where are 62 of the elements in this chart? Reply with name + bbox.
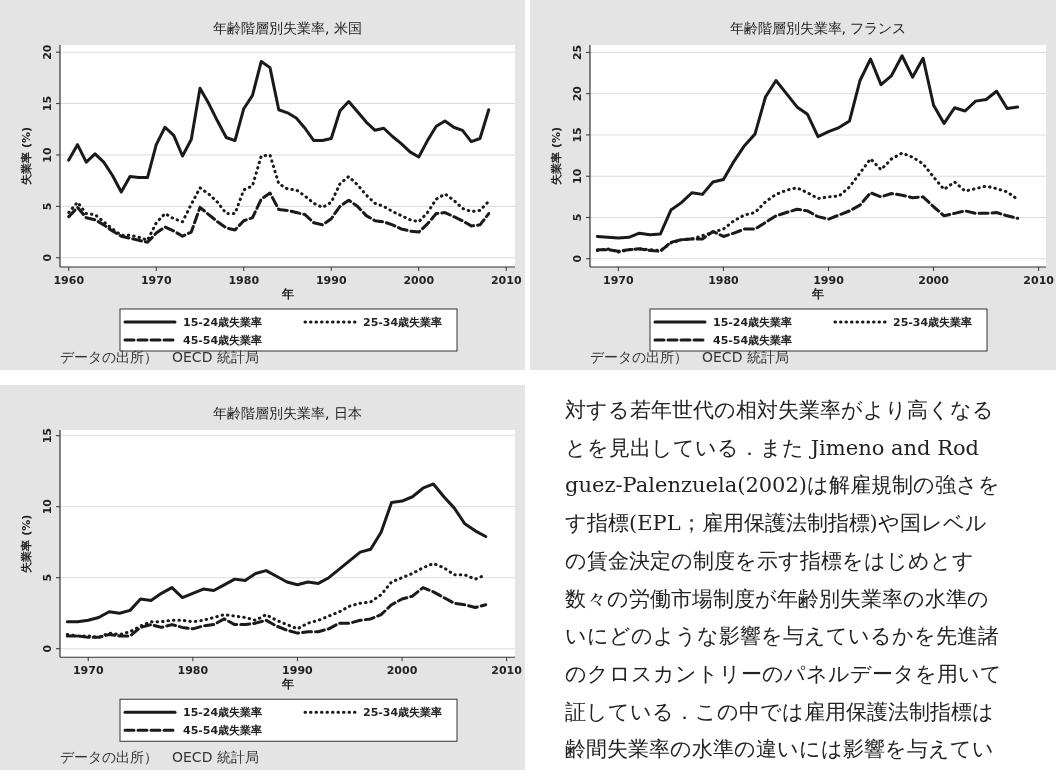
text: データの出所） OECD 統計局 [60, 349, 259, 365]
legend-label: 45-54歳失業率 [183, 334, 263, 347]
y-tick-label: 5 [571, 213, 584, 222]
legend-label: 45-54歳失業率 [183, 724, 263, 738]
text: 齢間失業率の水準の違いには影響を与えてい [565, 737, 994, 762]
x-tick-label: 1980 [177, 664, 209, 678]
x-tick-label: 1990 [315, 274, 347, 287]
x-tick-label: 1980 [228, 274, 260, 287]
x-tick-label: 1970 [140, 274, 172, 287]
y-tick-label: 15 [41, 95, 54, 112]
x-tick-label: 1970 [603, 274, 635, 287]
x-tick-label: 2000 [918, 274, 950, 287]
legend-label: 25-34歳失業率 [363, 706, 443, 720]
y-tick-label: 10 [41, 146, 54, 163]
text: とを見出している．また Jimeno and Rod [565, 435, 980, 460]
legend-label: 25-34歳失業率 [363, 316, 443, 329]
y-tick-label: 20 [571, 85, 584, 102]
legend-label: 25-34歳失業率 [893, 316, 973, 329]
text: の賃金決定の制度を示す指標をはじめとす [565, 548, 974, 573]
x-axis-title: 年 [280, 287, 294, 301]
y-tick-label: 0 [41, 253, 54, 262]
chart-title: 年齢階層別失業率, フランス [729, 20, 907, 36]
x-tick-label: 1970 [72, 664, 104, 678]
y-axis-title: 失業率 (%) [550, 127, 563, 185]
y-tick-label: 0 [571, 254, 584, 263]
x-tick-label: 2010 [491, 664, 523, 678]
text: いにどのような影響を与えているかを先進諸 [565, 624, 999, 649]
y-tick-label: 20 [41, 44, 54, 60]
y-tick-label: 15 [41, 428, 54, 444]
x-axis-title: 年 [280, 677, 294, 692]
x-tick-label: 2000 [386, 664, 418, 678]
x-tick-label: 1960 [53, 274, 85, 287]
y-tick-label: 5 [41, 573, 54, 582]
legend-label: 45-54歳失業率 [713, 334, 793, 347]
text: guez-Palenzuela(2002)は解雇規制の強さを [565, 473, 1001, 498]
text: のクロスカントリーのパネルデータを用いて [565, 661, 1002, 686]
y-tick-label: 15 [571, 127, 584, 143]
y-axis-title: 失業率 (%) [20, 127, 33, 185]
x-tick-label: 1990 [813, 274, 845, 287]
text: す指標(EPL；雇用保護法制指標)や国レベル [565, 511, 987, 536]
text: データの出所） OECD 統計局 [590, 349, 789, 365]
y-tick-label: 0 [41, 644, 54, 653]
chart-title: 年齢階層別失業率, 日本 [213, 405, 362, 421]
x-tick-label: 2010 [1023, 274, 1055, 287]
y-tick-label: 10 [41, 498, 54, 515]
text: データの出所） OECD 統計局 [60, 749, 259, 765]
text: 証している．この中では雇用保護法制指標は [565, 699, 994, 724]
x-tick-label: 1980 [708, 274, 740, 287]
y-tick-label: 5 [41, 202, 54, 211]
text: 対する若年世代の相対失業率がより高くなる [565, 398, 994, 422]
text: 数々の労働市場制度が年齢別失業率の水準の [565, 586, 989, 611]
x-axis-title: 年 [811, 287, 824, 301]
legend-label: 15-24歳失業率 [183, 316, 263, 329]
y-tick-label: 10 [571, 168, 584, 184]
x-tick-label: 2000 [403, 274, 435, 287]
legend-label: 15-24歳失業率 [713, 316, 793, 329]
y-tick-label: 25 [571, 44, 584, 61]
chart-title: 年齢階層別失業率, 米国 [213, 20, 362, 36]
x-tick-label: 1990 [282, 664, 314, 678]
x-tick-label: 2010 [490, 274, 522, 287]
legend-label: 15-24歳失業率 [183, 706, 263, 720]
y-axis-title: 失業率 (%) [20, 514, 33, 573]
